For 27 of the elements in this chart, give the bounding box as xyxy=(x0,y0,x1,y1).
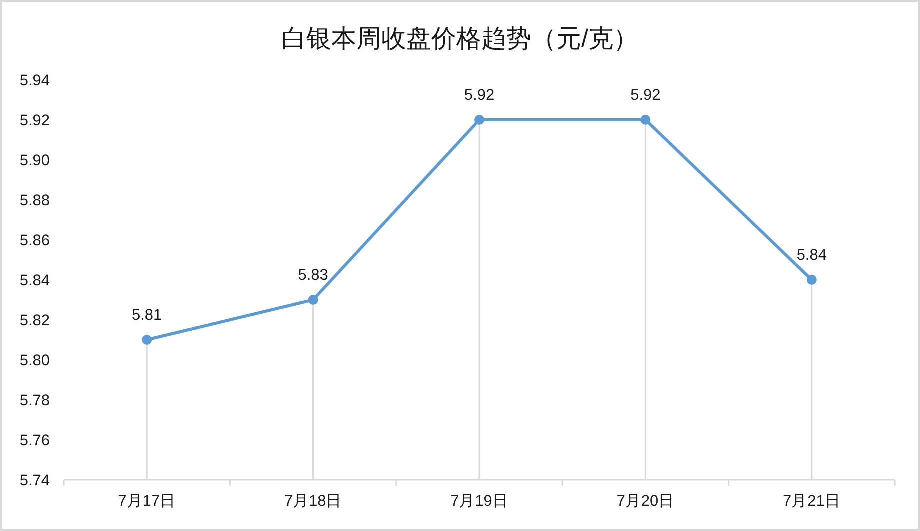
y-tick-label: 5.78 xyxy=(20,392,50,410)
x-tick-label: 7月20日 xyxy=(616,493,675,510)
x-tick-label: 7月21日 xyxy=(782,493,841,510)
point xyxy=(308,295,318,305)
y-tick-label: 5.88 xyxy=(20,192,50,210)
point xyxy=(474,115,484,125)
y-tick-label: 5.80 xyxy=(20,352,50,370)
y-tick-label: 5.84 xyxy=(20,272,50,290)
y-tick-label: 5.86 xyxy=(20,232,50,250)
point xyxy=(806,275,817,285)
data-label: 5.83 xyxy=(298,267,328,284)
point xyxy=(640,115,651,125)
y-tick-label: 5.82 xyxy=(20,312,50,330)
y-tick-label: 5.90 xyxy=(20,152,50,170)
title: 白银本周收盘价格趋势（元/克） xyxy=(282,25,638,53)
data-label: 5.81 xyxy=(132,307,162,324)
data-label: 5.92 xyxy=(630,87,661,104)
point xyxy=(142,335,152,345)
x-tick-label: 7月19日 xyxy=(450,493,508,510)
x-tick-label: 7月18日 xyxy=(284,493,342,510)
data-label: 5.84 xyxy=(796,247,828,264)
data-label: 5.92 xyxy=(464,87,495,104)
y-tick-label: 5.92 xyxy=(20,112,50,130)
y-tick-label: 5.76 xyxy=(20,432,50,450)
y-tick-label: 5.74 xyxy=(20,472,50,490)
x-tick-label: 7月17日 xyxy=(118,493,176,510)
y-tick-label: 5.94 xyxy=(20,72,50,90)
